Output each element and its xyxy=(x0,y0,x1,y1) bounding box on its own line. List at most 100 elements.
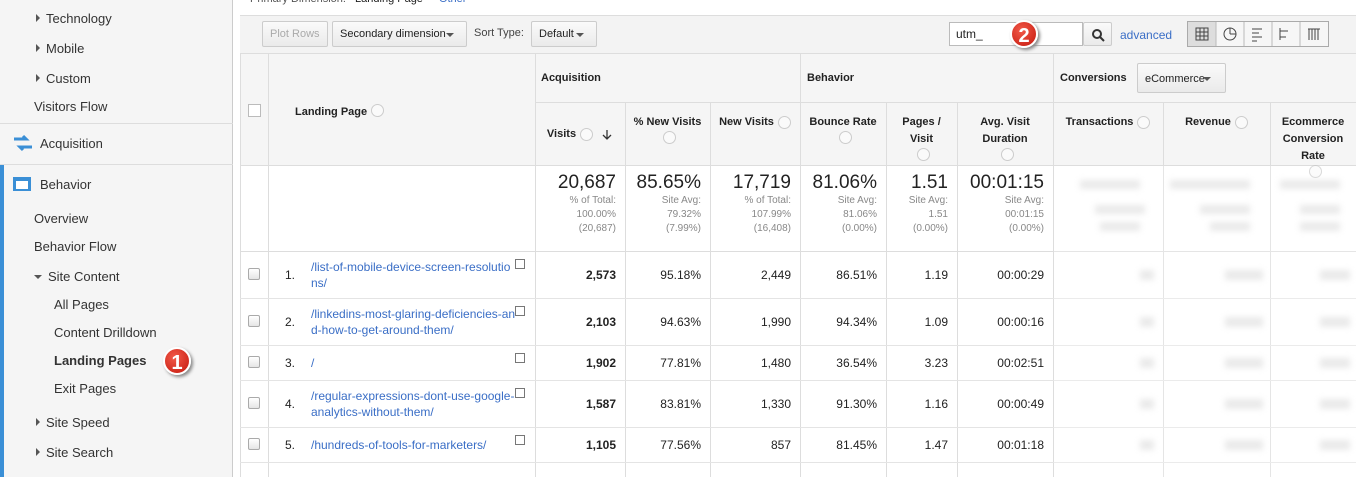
nav-item[interactable]: Custom xyxy=(36,71,91,86)
column-header[interactable]: Pages / Visit xyxy=(886,108,957,161)
row-checkbox[interactable] xyxy=(248,314,260,327)
nav-label: Visitors Flow xyxy=(34,99,108,114)
table-border xyxy=(240,380,1356,381)
nav-item[interactable]: Visitors Flow xyxy=(34,99,107,114)
page-link[interactable]: /hundreds-of-tools-for-marketers/ xyxy=(311,438,487,452)
cell: 1,990 xyxy=(760,314,791,329)
column-header[interactable]: Avg. Visit Duration xyxy=(957,108,1053,161)
nav-section[interactable]: Behavior xyxy=(12,176,91,192)
conversions-select[interactable]: eCommerce xyxy=(1137,63,1226,93)
open-link-icon[interactable] xyxy=(515,306,525,316)
group-header: Acquisition xyxy=(541,72,601,84)
total-sub: 100.00% xyxy=(576,209,616,220)
checkbox[interactable] xyxy=(248,104,261,117)
column-header[interactable]: Bounce Rate xyxy=(800,108,886,160)
table-border xyxy=(710,102,711,477)
nav-label: Site Search xyxy=(46,445,114,460)
group-header: Conversions xyxy=(1060,72,1127,84)
table-border xyxy=(240,165,1356,166)
nav-item[interactable]: Site Speed xyxy=(36,415,110,430)
column-header[interactable]: Transactions xyxy=(1053,108,1163,160)
view-switcher[interactable] xyxy=(1187,21,1329,47)
nav-item[interactable]: All Pages xyxy=(54,297,109,312)
nav-item[interactable]: Site Content xyxy=(34,269,120,284)
open-link-icon[interactable] xyxy=(515,388,525,398)
total-sub: 00:01:15 xyxy=(1005,209,1044,220)
table-border xyxy=(240,251,1356,252)
nav-section[interactable]: Acquisition xyxy=(12,134,103,152)
cell: 00:02:51 xyxy=(997,355,1044,370)
table-border xyxy=(240,427,1356,428)
cell: 83.81% xyxy=(660,396,701,411)
row-checkbox[interactable] xyxy=(248,396,260,409)
cell: 1.16 xyxy=(924,396,948,411)
cell: 81.45% xyxy=(836,437,877,452)
total-sub: % of Total: xyxy=(744,195,791,206)
table-border xyxy=(800,53,801,477)
page-link[interactable]: /linkedins-most-glaring-deficiencies-and… xyxy=(311,307,516,337)
nav-label: Site Content xyxy=(48,269,120,284)
total-cell: 17,719 % of Total: 107.99% (16,408) xyxy=(710,172,800,236)
page-link[interactable]: /regular-expressions-dont-use-google-ana… xyxy=(311,389,515,419)
blurred-value xyxy=(1210,222,1250,231)
nav-item[interactable]: Landing Pages xyxy=(54,353,146,368)
blurred-value xyxy=(1320,439,1350,450)
plot-rows-button[interactable]: Plot Rows xyxy=(262,21,328,47)
column-header[interactable]: Revenue xyxy=(1163,108,1270,160)
page-link[interactable]: /list-of-mobile-device-screen-resolution… xyxy=(311,260,511,290)
expand-arrow xyxy=(36,448,40,456)
row-checkbox[interactable] xyxy=(248,437,260,450)
table-border xyxy=(240,298,1356,299)
nav-item[interactable]: Site Search xyxy=(36,445,113,460)
total-cell: 20,687 % of Total: 100.00% (20,687) xyxy=(535,172,625,236)
secondary-dimension[interactable]: Secondary dimension xyxy=(332,21,467,47)
dimension-header[interactable]: Landing Page xyxy=(295,104,385,118)
total-sub: (0.00%) xyxy=(912,223,948,234)
column-header[interactable]: Ecommerce Conversion Rate xyxy=(1270,108,1356,178)
dropdown-arrow xyxy=(1203,77,1211,81)
cell: 77.56% xyxy=(660,437,701,452)
blurred-value xyxy=(1225,398,1263,409)
row-checkbox[interactable] xyxy=(248,355,260,368)
cell: 95.18% xyxy=(660,267,701,282)
conversions-blur-overlay xyxy=(1054,166,1356,477)
total-sub: 81.06% xyxy=(843,209,877,220)
row-checkbox[interactable] xyxy=(248,267,260,280)
blurred-value xyxy=(1170,180,1250,189)
total-cell: 81.06% Site Avg: 81.06% (0.00%) xyxy=(800,172,886,236)
nav-item[interactable]: Overview xyxy=(34,211,88,226)
total-cell: 85.65% Site Avg: 79.32% (7.99%) xyxy=(625,172,710,236)
open-link-icon[interactable] xyxy=(515,435,525,445)
row-index: 4. xyxy=(285,396,296,411)
nav-item[interactable]: Technology xyxy=(36,11,112,26)
total-sub: 107.99% xyxy=(751,209,791,220)
help-icon xyxy=(580,128,594,141)
total-value: 20,687 xyxy=(557,172,616,193)
nav-label: Technology xyxy=(46,11,112,26)
other-link[interactable]: Other xyxy=(439,0,467,5)
annotation-badge: 1 xyxy=(163,347,191,375)
total-sub: (7.99%) xyxy=(665,223,701,234)
total-sub: (0.00%) xyxy=(1008,223,1044,234)
nav-item[interactable]: Mobile xyxy=(36,41,84,56)
open-link-icon[interactable] xyxy=(515,259,525,269)
column-header[interactable]: % New Visits xyxy=(625,108,710,160)
table-border xyxy=(1270,102,1271,477)
cell: 1.47 xyxy=(924,437,948,452)
search-button[interactable] xyxy=(1083,22,1112,46)
page-link[interactable]: / xyxy=(311,356,315,370)
total-value: 17,719 xyxy=(732,172,791,193)
cell: 2,103 xyxy=(585,314,616,329)
sort-select[interactable]: Default xyxy=(531,21,597,47)
nav-item[interactable]: Behavior Flow xyxy=(34,239,116,254)
total-sub: 79.32% xyxy=(667,209,701,220)
label: Bounce Rate xyxy=(809,116,877,128)
column-header[interactable]: Visits xyxy=(535,108,625,160)
column-header[interactable]: New Visits xyxy=(710,108,800,160)
open-link-icon[interactable] xyxy=(515,353,525,363)
nav-item[interactable]: Exit Pages xyxy=(54,381,116,396)
divider xyxy=(0,164,233,165)
advanced-link[interactable]: advanced xyxy=(1120,28,1173,42)
nav-item[interactable]: Content Drilldown xyxy=(54,325,157,340)
nav-label: Behavior Flow xyxy=(34,239,117,254)
